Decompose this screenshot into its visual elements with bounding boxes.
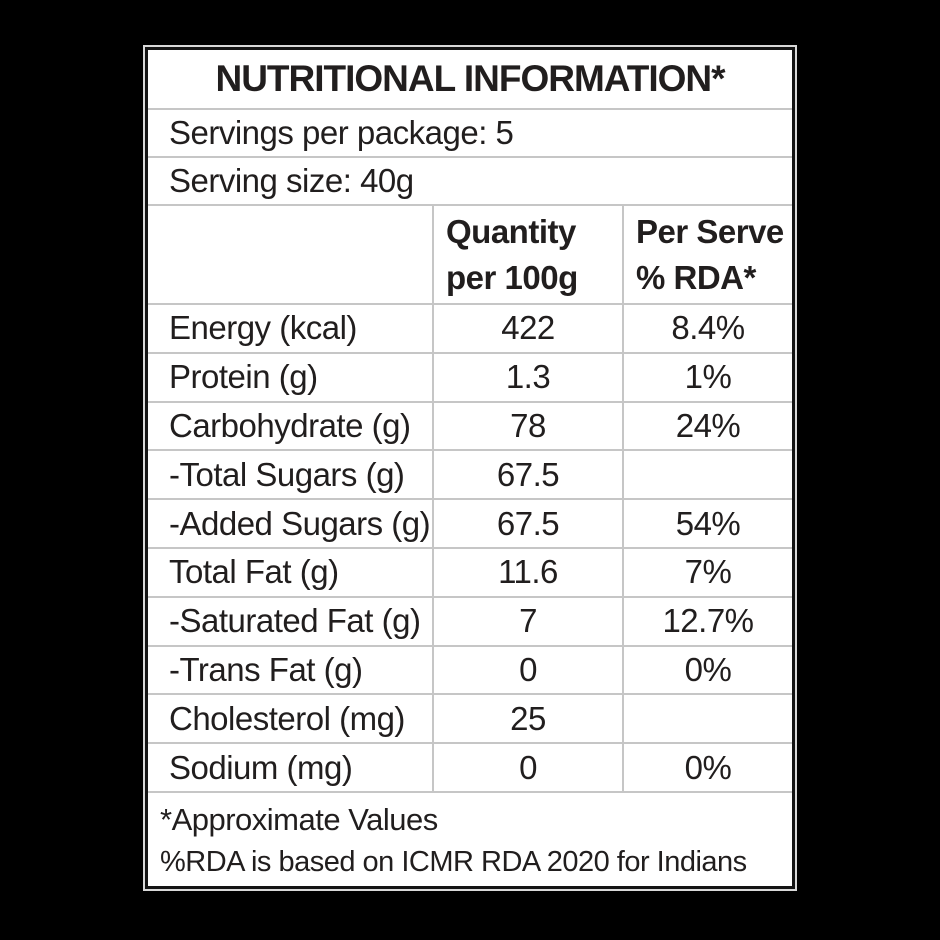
per-serve-header-line1: Per Serve bbox=[636, 212, 784, 250]
per-serve-header-line2: % RDA* bbox=[636, 258, 756, 296]
quantity-value: 25 bbox=[432, 695, 622, 743]
footnotes-section: *Approximate Values %RDA is based on ICM… bbox=[148, 793, 792, 886]
nutrient-label: -Added Sugars (g) bbox=[169, 504, 431, 542]
nutrient-label: Sodium (mg) bbox=[169, 748, 353, 786]
table-row-carbohydrate: Carbohydrate (g) 78 24% bbox=[148, 402, 792, 452]
quantity-column-header: Quantity per 100g bbox=[432, 206, 622, 303]
table-row-added-sugars: -Added Sugars (g) 67.5 54% bbox=[148, 500, 792, 549]
table-row-protein: Protein (g) 1.3 1% bbox=[148, 353, 792, 403]
quantity-value: 78 bbox=[432, 402, 622, 450]
table-row-total-sugars: -Total Sugars (g) 67.5 bbox=[148, 451, 792, 501]
rda-value: 1% bbox=[622, 353, 792, 401]
rda-value: 7% bbox=[622, 548, 792, 596]
table-row-trans-fat: -Trans Fat (g) 0 0% bbox=[148, 646, 792, 696]
rda-value: 24% bbox=[622, 402, 792, 450]
rda-value bbox=[622, 695, 792, 743]
table-row-sodium: Sodium (mg) 0 0% bbox=[148, 744, 792, 793]
serving-size: Serving size: 40g bbox=[148, 158, 792, 206]
nutrient-label: -Saturated Fat (g) bbox=[169, 602, 421, 640]
nutrient-label: Protein (g) bbox=[169, 358, 318, 396]
nutrient-label: -Trans Fat (g) bbox=[169, 650, 363, 688]
footnote-approximate-values: *Approximate Values bbox=[160, 801, 438, 837]
nutrient-label: Energy (kcal) bbox=[169, 309, 357, 347]
quantity-value: 1.3 bbox=[432, 353, 622, 401]
quantity-value: 0 bbox=[432, 744, 622, 791]
table-row-energy: Energy (kcal) 422 8.4% bbox=[148, 305, 792, 354]
quantity-value: 422 bbox=[432, 305, 622, 352]
table-row-total-fat: Total Fat (g) 11.6 7% bbox=[148, 548, 792, 598]
quantity-header-line1: Quantity bbox=[446, 212, 576, 250]
table-row-saturated-fat: -Saturated Fat (g) 7 12.7% bbox=[148, 597, 792, 647]
nutrient-label: -Total Sugars (g) bbox=[169, 455, 405, 493]
table-header-row: Quantity per 100g Per Serve % RDA* bbox=[148, 206, 792, 305]
quantity-value: 67.5 bbox=[432, 451, 622, 499]
nutrition-title: NUTRITIONAL INFORMATION* bbox=[148, 50, 792, 110]
nutrient-label: Cholesterol (mg) bbox=[169, 699, 405, 737]
rda-value: 0% bbox=[622, 646, 792, 694]
quantity-value: 11.6 bbox=[432, 548, 622, 596]
rda-value: 54% bbox=[622, 500, 792, 547]
quantity-value: 0 bbox=[432, 646, 622, 694]
servings-per-package: Servings per package: 5 bbox=[148, 110, 792, 158]
nutrient-column-header bbox=[148, 206, 432, 303]
per-serve-column-header: Per Serve % RDA* bbox=[622, 206, 792, 303]
footnote-rda-basis: %RDA is based on ICMR RDA 2020 for India… bbox=[160, 845, 747, 878]
rda-value bbox=[622, 451, 792, 499]
rda-value: 8.4% bbox=[622, 305, 792, 352]
quantity-header-line2: per 100g bbox=[446, 258, 578, 296]
table-row-cholesterol: Cholesterol (mg) 25 bbox=[148, 695, 792, 745]
nutrition-label-card: NUTRITIONAL INFORMATION* Servings per pa… bbox=[145, 47, 795, 889]
quantity-value: 67.5 bbox=[432, 500, 622, 547]
nutrient-label: Carbohydrate (g) bbox=[169, 406, 411, 444]
quantity-value: 7 bbox=[432, 597, 622, 645]
nutrient-label: Total Fat (g) bbox=[169, 553, 339, 591]
rda-value: 0% bbox=[622, 744, 792, 791]
rda-value: 12.7% bbox=[622, 597, 792, 645]
